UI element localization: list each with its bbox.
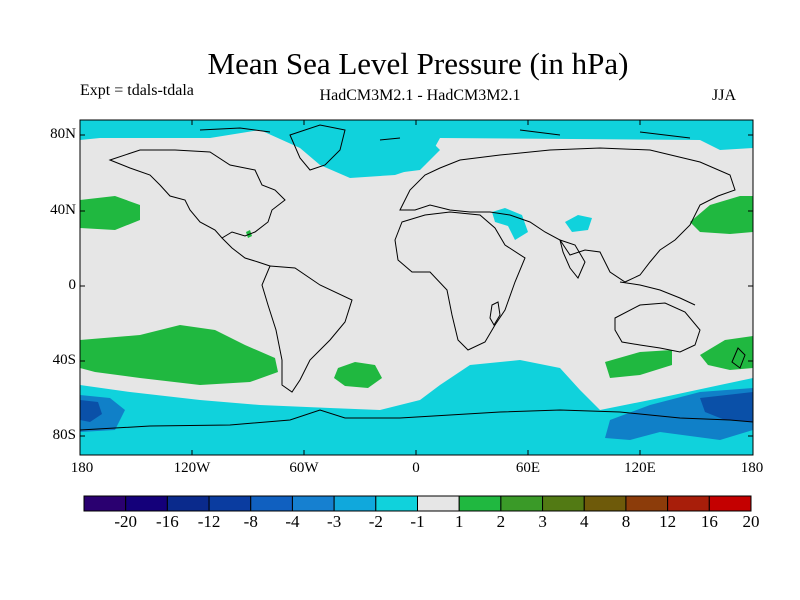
colorbar-swatch [166,495,210,512]
colorbar-swatch [417,495,460,512]
colorbar-swatch [83,495,127,512]
colorbar-label: -4 [285,512,300,531]
lon-label-180w: 180 [70,460,94,476]
models-label: HadCM3M2.1 - HadCM3M2.1 [319,87,521,104]
anomaly-region-north-atlantic [330,130,440,175]
coastline-australia [614,302,701,353]
season-label: JJA [712,87,737,104]
anomaly-region-south-indian [605,350,672,378]
colorbar-swatch [333,495,377,512]
colorbar-label: 1 [454,512,464,531]
colorbar-swatch [500,495,544,512]
coastline-india [559,239,586,279]
colorbar-label: -3 [327,512,342,531]
coastline-new-zealand [731,347,746,369]
colorbar-label: -16 [156,512,179,531]
lat-ticks [80,134,753,437]
coastline-europe-asia [399,147,736,283]
lat-label-80s: 80S [52,427,76,443]
lat-label-40s: 40S [52,352,76,368]
map-title: Mean Sea Level Pressure (in hPa) [207,46,629,81]
coastline-layer [79,124,754,431]
anomaly-region-southeast-stronger [700,392,753,422]
colorbar-swatch [708,495,752,512]
colorbar-swatch [625,495,669,512]
colorbar-label: -2 [368,512,383,531]
colorbar-swatch [250,495,293,512]
lat-label-40n: 40N [50,202,76,218]
colorbar-label: -20 [114,512,138,531]
anomaly-region-mediterranean [492,208,528,240]
coastline-central-america [221,237,271,267]
colorbar-swatch [125,495,168,512]
lon-label-180e: 180 [740,460,764,476]
colorbar-swatch [458,495,502,512]
anomaly-region-central-asia [565,215,592,232]
colorbar-label: -1 [410,512,425,531]
anomaly-region-south-atlantic [334,362,382,388]
colorbar-swatch [542,495,585,512]
anomaly-region-southeast-pacific [80,325,278,385]
coastline-antarctica [79,409,754,431]
anomaly-fill-layer [80,120,753,455]
lon-label-60e: 60E [515,460,541,476]
lat-label-80n: 80N [50,126,76,142]
coastline-africa [394,211,526,351]
coastline-indonesia [619,281,696,306]
anomaly-region-southern-ocean [80,360,753,455]
colorbar-label: 12 [659,512,677,531]
coastline-greenland [289,124,346,171]
colorbar-label: -12 [197,512,221,531]
colorbar-label: 16 [700,512,718,531]
coastline-arctic-islands [199,127,691,141]
colorbar-swatch [667,495,710,512]
anomaly-region-north-pacific-east [80,196,140,230]
lat-label-0: 0 [68,277,77,293]
colorbar-swatch [583,495,627,512]
colorbar-label: 20 [742,512,760,531]
anomaly-region-north-pacific-west [690,196,753,234]
colorbar-label: 2 [496,512,506,531]
coastline-north-america [108,149,286,239]
colorbar-swatch [208,495,252,512]
lon-label-120e: 120E [624,460,656,476]
lon-label-60w: 60W [289,460,319,476]
colorbar-label: -8 [243,512,258,531]
lon-ticks [191,120,641,455]
experiment-label: Expt = tdals-tdala [80,82,194,99]
colorbar-swatch [375,495,418,512]
coastline-south-america [261,265,353,393]
lon-label-0: 0 [412,460,420,476]
colorbar-label: 4 [580,512,589,531]
coastline-madagascar [489,301,501,326]
lon-label-120w: 120W [173,460,211,476]
colorbar-label: 3 [538,512,547,531]
anomaly-region-south-pacific-stronger [80,400,102,422]
colorbar-swatch [291,495,335,512]
colorbar-label: 8 [621,512,631,531]
anomaly-region-tasman [700,336,753,370]
